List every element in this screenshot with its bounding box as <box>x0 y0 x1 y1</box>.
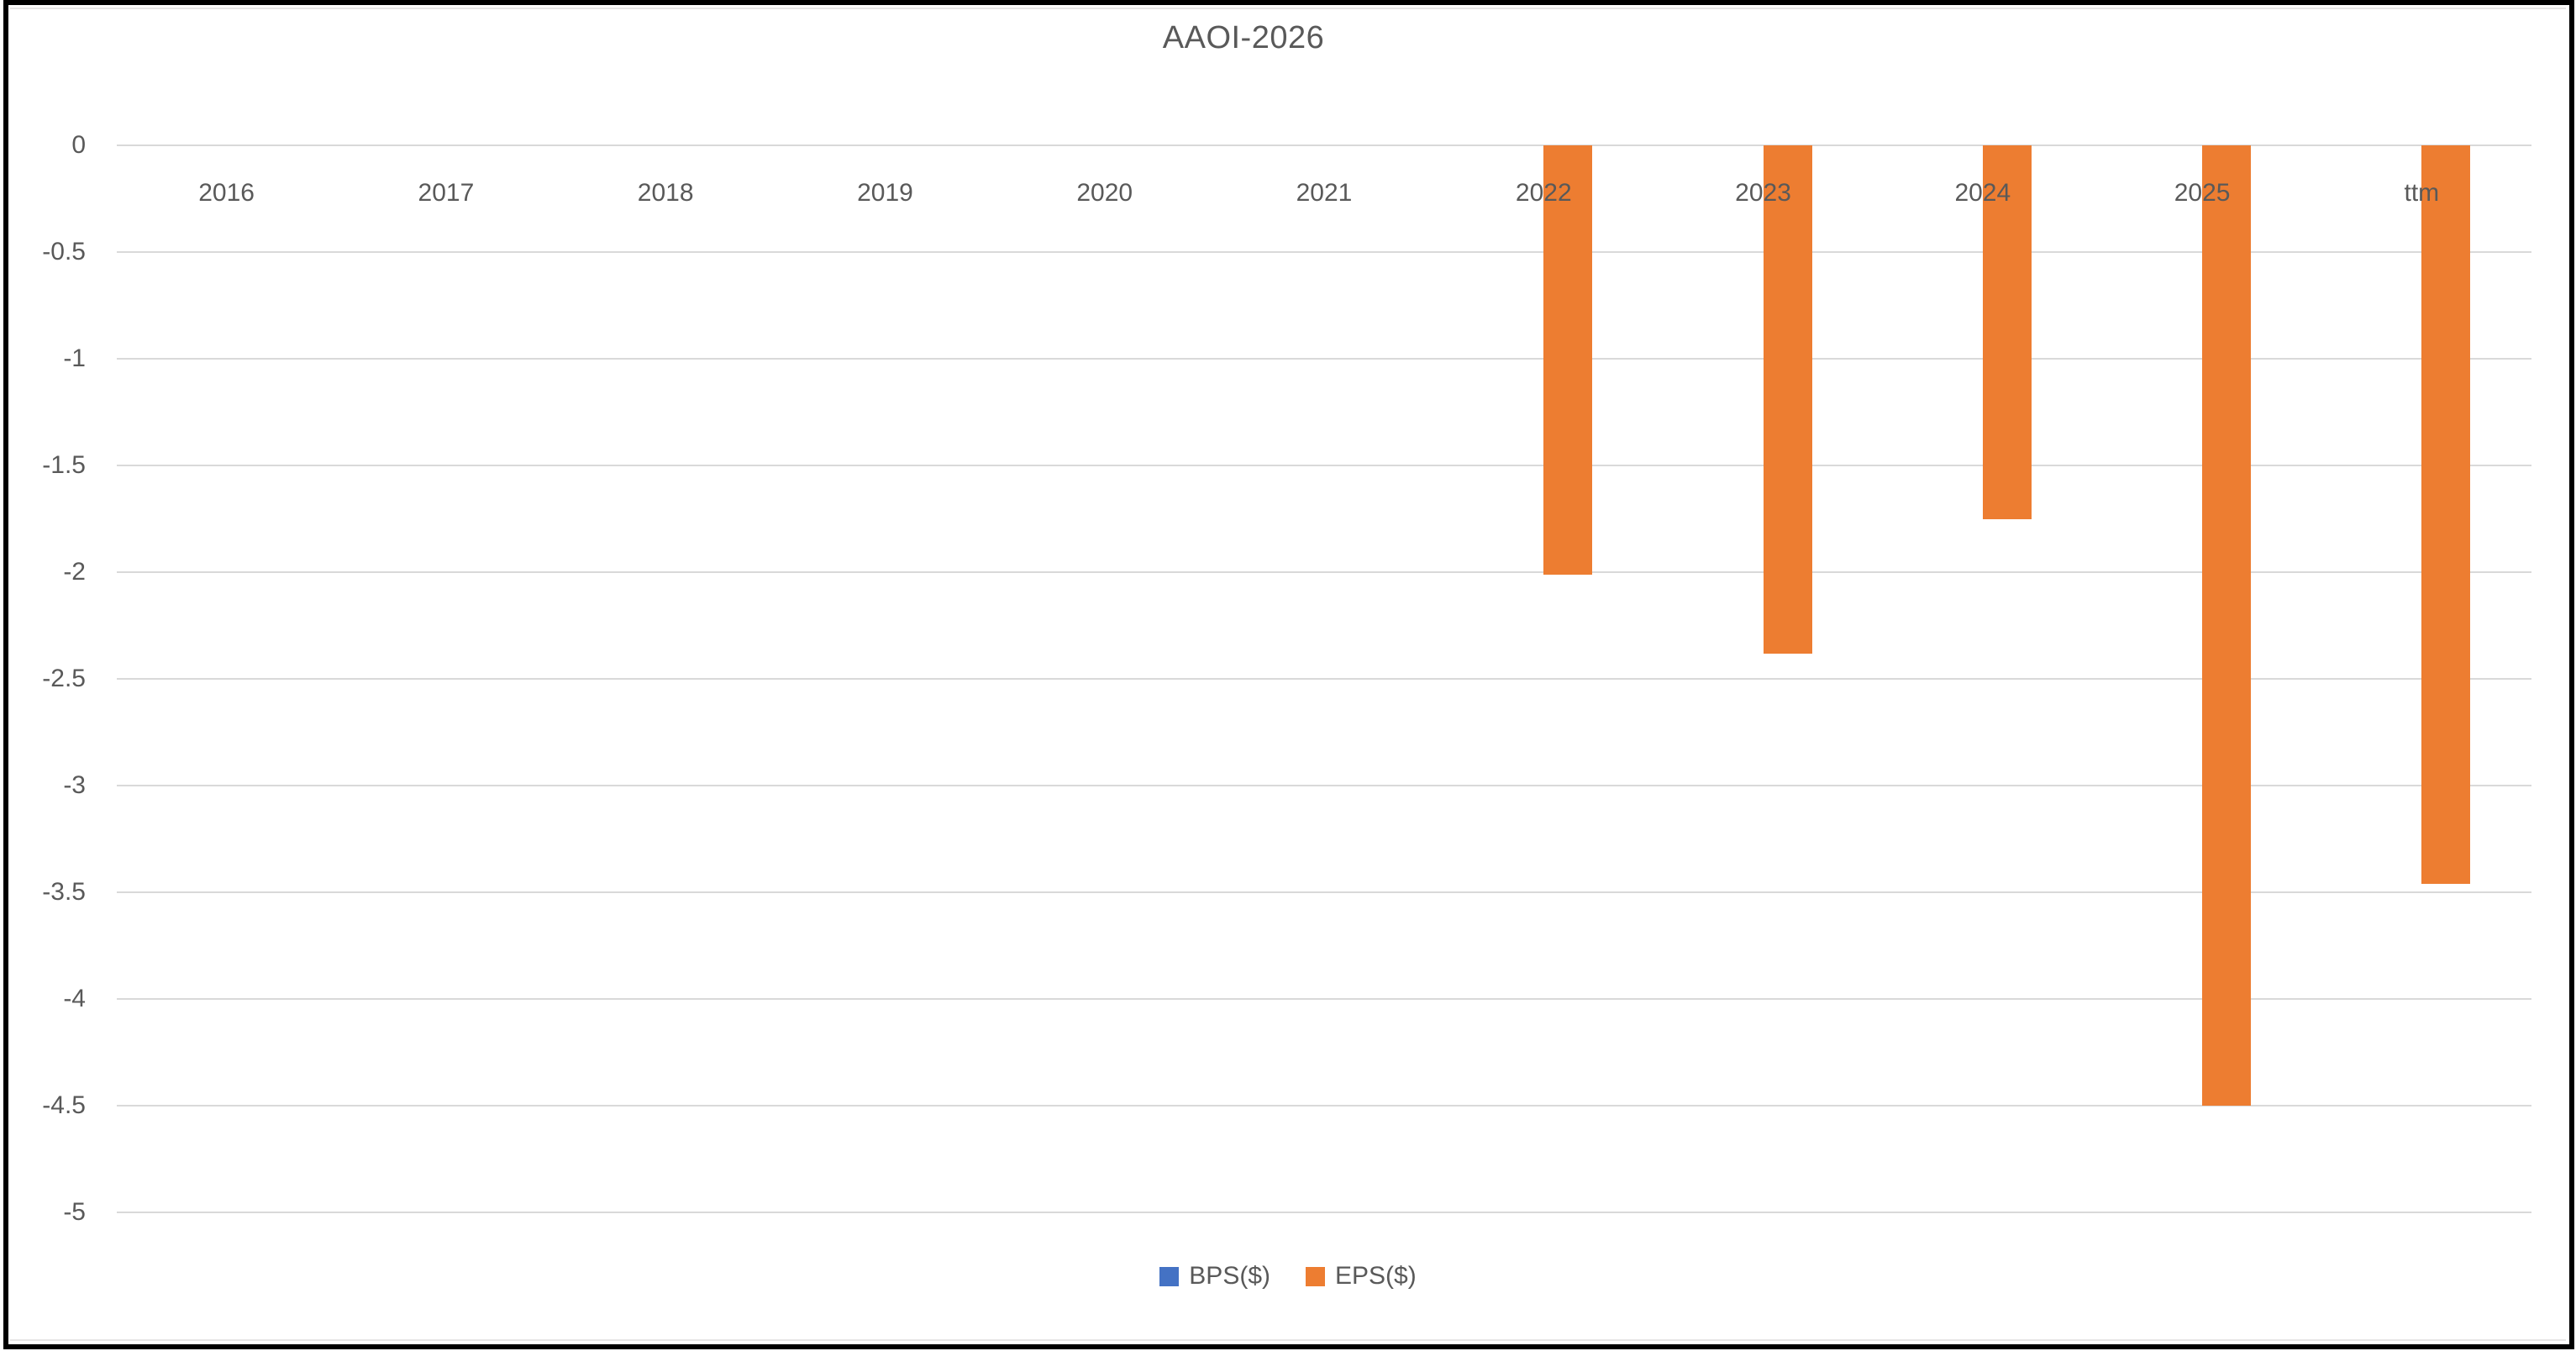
x-tick-label-ttm: ttm <box>2404 179 2440 207</box>
chart-frame <box>3 0 2574 1349</box>
gridline--4 <box>117 998 2531 1000</box>
chart-title: AAOI-2026 <box>1162 20 1325 55</box>
y-tick-label: -5 <box>63 1198 86 1226</box>
y-tick-label: -3 <box>63 771 86 799</box>
legend-label-eps: EPS($) <box>1335 1262 1417 1290</box>
sheet-gridline-bottom <box>10 1339 2566 1341</box>
sheet-gridline-top <box>10 8 2566 9</box>
bar-eps-2024 <box>1982 145 2032 519</box>
gridline--2.5 <box>117 678 2531 680</box>
legend: BPS($) EPS($) <box>0 1262 2576 1291</box>
x-tick-label-2017: 2017 <box>418 179 475 207</box>
x-tick-label-2023: 2023 <box>1735 179 1791 207</box>
gridline--3.5 <box>117 891 2531 893</box>
gridline--1 <box>117 358 2531 360</box>
x-tick-label-2022: 2022 <box>1515 179 1572 207</box>
gridline--1.5 <box>117 465 2531 466</box>
x-tick-label-2024: 2024 <box>1954 179 2011 207</box>
bar-eps-2023 <box>1763 145 1812 654</box>
y-tick-label: -0.5 <box>42 238 86 265</box>
y-tick-label: -4.5 <box>42 1091 86 1119</box>
x-tick-label-2018: 2018 <box>637 179 694 207</box>
y-tick-label: -1 <box>63 344 86 372</box>
gridline-0 <box>117 145 2531 146</box>
legend-item-eps: EPS($) <box>1306 1262 1417 1291</box>
x-tick-label-2021: 2021 <box>1296 179 1353 207</box>
bar-eps-ttm <box>2421 145 2471 884</box>
gridline--4.5 <box>117 1105 2531 1107</box>
legend-label-bps: BPS($) <box>1189 1262 1270 1290</box>
bar-eps-2025 <box>2202 145 2252 1106</box>
legend-swatch-eps-icon <box>1306 1266 1325 1286</box>
x-tick-label-2019: 2019 <box>857 179 913 207</box>
gridline--5 <box>117 1212 2531 1213</box>
legend-swatch-bps-icon <box>1159 1266 1180 1286</box>
y-tick-label: -2.5 <box>42 665 86 692</box>
y-tick-label: -1.5 <box>42 451 86 479</box>
x-tick-label-2025: 2025 <box>2174 179 2231 207</box>
y-tick-label: -4 <box>63 985 86 1012</box>
x-tick-label-2016: 2016 <box>198 179 255 207</box>
gridline--0.5 <box>117 251 2531 253</box>
x-tick-label-2020: 2020 <box>1076 179 1133 207</box>
legend-item-bps: BPS($) <box>1159 1262 1270 1291</box>
bar-eps-2022 <box>1543 145 1593 575</box>
y-tick-label: 0 <box>71 131 86 159</box>
gridline--3 <box>117 785 2531 786</box>
y-tick-label: -2 <box>63 558 86 586</box>
y-tick-label: -3.5 <box>42 878 86 906</box>
gridline--2 <box>117 571 2531 573</box>
